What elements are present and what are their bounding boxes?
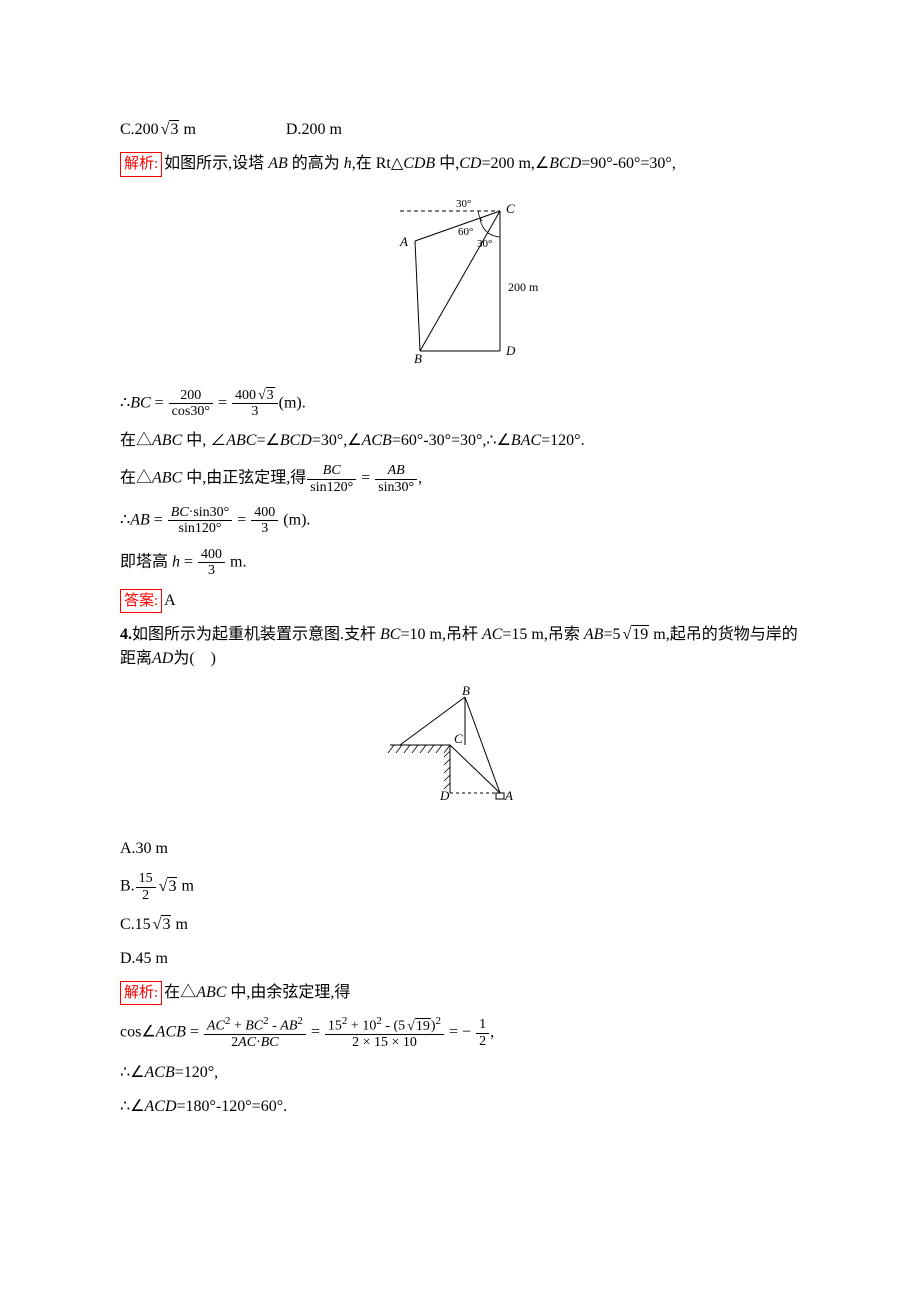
fig1-angle-60: 60° — [458, 226, 473, 238]
q3-analysis-intro-text: 如图所示,设塔 AB 的高为 h,在 Rt△CDB 中,CD=200 m,∠BC… — [164, 155, 676, 172]
q3-answer-value: A — [164, 592, 176, 609]
q4-line-acd: ∴∠ACD=180°-120°=60°. — [120, 1095, 800, 1119]
fig1-label-d: D — [505, 343, 516, 358]
q3-line-h: 即塔高 h = 4003 m. — [120, 547, 800, 579]
q4-figure: B C D A — [120, 685, 800, 823]
q3-options-cd: C.2003 m D.200 m — [120, 118, 800, 142]
fig1-label-b: B — [414, 351, 422, 366]
q3-option-c: C.2003 m — [120, 118, 196, 142]
fig1-label-a: A — [399, 234, 408, 249]
q3-analysis-intro: 解析:如图所示,设塔 AB 的高为 h,在 Rt△CDB 中,CD=200 m,… — [120, 152, 800, 177]
q4-cos-eq: cos∠ACB = AC2 + BC2 - AB22AC·BC = 152 + … — [120, 1015, 800, 1050]
fig1-angle-30side: 30° — [477, 238, 492, 250]
q3-line-abc1: 在△ABC 中, ∠ABC=∠BCD=30°,∠ACB=60°-30°=30°,… — [120, 429, 800, 453]
q4-option-c: C.153 m — [120, 913, 800, 937]
q3-eq-bc: ∴BC = 200cos30° = 40033(m). — [120, 388, 800, 420]
fig2-label-b: B — [462, 685, 470, 698]
q4-analysis-1: 解析:在△ABC 中,由余弦定理,得 — [120, 981, 800, 1006]
q4-option-d: D.45 m — [120, 947, 800, 971]
fig2-label-a: A — [504, 788, 513, 803]
q4-option-b: B.1523 m — [120, 871, 800, 903]
q3-eq-ab: ∴AB = BC·sin30°sin120° = 4003 (m). — [120, 505, 800, 537]
answer-box: 答案: — [120, 589, 162, 614]
fig1-label-c: C — [506, 201, 515, 216]
fig1-cd-label: 200 m — [508, 280, 539, 294]
fig2-label-c: C — [454, 731, 463, 746]
analysis-box: 解析: — [120, 152, 162, 177]
q3-answer: 答案:A — [120, 589, 800, 614]
q4-line-acb: ∴∠ACB=120°, — [120, 1061, 800, 1085]
q3-option-d: D.200 m — [286, 118, 342, 142]
fig1-angle-30top: 30° — [456, 198, 471, 210]
q3-line-sine: 在△ABC 中,由正弦定理,得BCsin120° = ABsin30°, — [120, 463, 800, 495]
q3-figure: C D B A 30° 60° 30° 200 m — [120, 191, 800, 374]
fig2-label-d: D — [439, 788, 450, 803]
analysis-box: 解析: — [120, 981, 162, 1006]
q4-option-a: A.30 m — [120, 837, 800, 861]
q4-stem: 4.如图所示为起重机装置示意图.支杆 BC=10 m,吊杆 AC=15 m,吊索… — [120, 623, 800, 671]
q4-number: 4. — [120, 626, 132, 643]
